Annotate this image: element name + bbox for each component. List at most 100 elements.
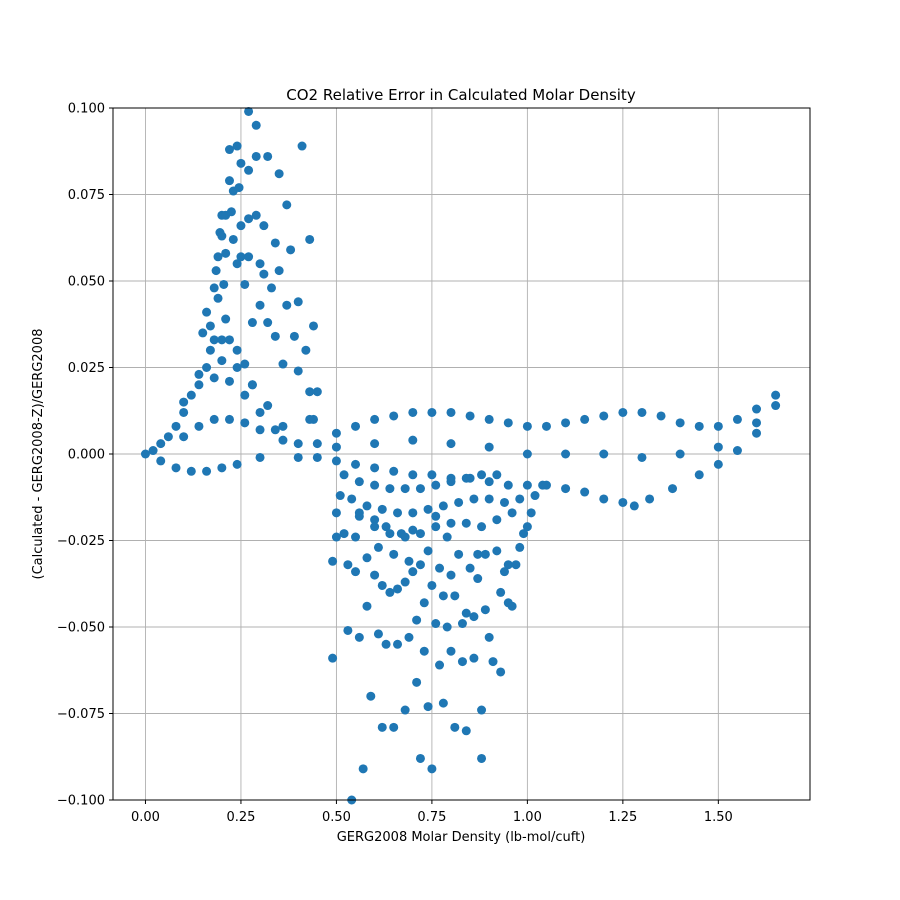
- scatter-point: [408, 470, 418, 480]
- scatter-point: [561, 484, 571, 494]
- scatter-point: [331, 456, 341, 466]
- scatter-point: [354, 511, 364, 521]
- scatter-point: [404, 556, 414, 566]
- scatter-point: [194, 421, 204, 431]
- scatter-point: [412, 677, 422, 687]
- scatter-point: [446, 518, 456, 528]
- scatter-point: [473, 574, 483, 584]
- scatter-point: [240, 418, 250, 428]
- scatter-point: [217, 335, 227, 345]
- scatter-point: [171, 463, 181, 473]
- scatter-point: [496, 587, 506, 597]
- scatter-point: [244, 106, 254, 116]
- scatter-point: [389, 466, 399, 476]
- scatter-point: [400, 532, 410, 542]
- scatter-point: [209, 335, 219, 345]
- scatter-point: [251, 210, 261, 220]
- scatter-point: [442, 532, 452, 542]
- scatter-point: [393, 584, 403, 594]
- x-tick-label: 0.25: [226, 810, 255, 825]
- scatter-point: [263, 318, 273, 328]
- x-tick-label: 1.50: [704, 810, 733, 825]
- scatter-point: [477, 753, 487, 763]
- scatter-point: [385, 529, 395, 539]
- x-tick-label: 0.50: [322, 810, 351, 825]
- scatter-point: [232, 345, 242, 355]
- scatter-point: [473, 549, 483, 559]
- scatter-point: [415, 560, 425, 570]
- scatter-point: [224, 176, 234, 186]
- scatter-point: [366, 691, 376, 701]
- scatter-point: [446, 477, 456, 487]
- scatter-point: [205, 321, 215, 331]
- scatter-point: [370, 439, 380, 449]
- scatter-point: [270, 425, 280, 435]
- scatter-point: [305, 234, 315, 244]
- scatter-point: [465, 563, 475, 573]
- scatter-point: [217, 463, 227, 473]
- y-tick-label: −0.075: [57, 707, 105, 722]
- scatter-point: [499, 567, 509, 577]
- scatter-point: [205, 345, 215, 355]
- scatter-point: [713, 442, 723, 452]
- scatter-point: [408, 435, 418, 445]
- scatter-point: [247, 380, 257, 390]
- scatter-point: [240, 279, 250, 289]
- scatter-point: [373, 629, 383, 639]
- y-tick-label: 0.000: [68, 448, 105, 463]
- scatter-point: [393, 508, 403, 518]
- scatter-point: [694, 470, 704, 480]
- scatter-point: [328, 556, 338, 566]
- scatter-point: [224, 414, 234, 424]
- scatter-point: [236, 221, 246, 231]
- scatter-point: [645, 494, 655, 504]
- scatter-point: [247, 318, 257, 328]
- scatter-point: [389, 549, 399, 559]
- scatter-point: [507, 508, 517, 518]
- scatter-point: [385, 587, 395, 597]
- scatter-point: [331, 508, 341, 518]
- scatter-point: [771, 401, 781, 411]
- scatter-point: [408, 525, 418, 535]
- scatter-point: [530, 491, 540, 501]
- scatter-point: [511, 560, 521, 570]
- scatter-point: [438, 501, 448, 511]
- scatter-point: [179, 407, 189, 417]
- scatter-point: [431, 480, 441, 490]
- scatter-point: [438, 698, 448, 708]
- scatter-point: [415, 484, 425, 494]
- scatter-point: [446, 439, 456, 449]
- scatter-point: [618, 407, 628, 417]
- scatter-point: [312, 439, 322, 449]
- scatter-point: [163, 432, 173, 442]
- scatter-point: [415, 753, 425, 763]
- scatter-point: [457, 657, 467, 667]
- scatter-point: [228, 234, 238, 244]
- scatter-point: [629, 501, 639, 511]
- scatter-point: [297, 141, 307, 151]
- scatter-point: [217, 356, 227, 366]
- scatter-point: [244, 214, 254, 224]
- scatter-point: [503, 480, 513, 490]
- scatter-point: [255, 407, 265, 417]
- scatter-point: [232, 259, 242, 269]
- scatter-point: [232, 363, 242, 372]
- scatter-point: [381, 639, 391, 649]
- y-axis-label: (Calculated - GERG2008-Z)/GERG2008: [31, 329, 46, 580]
- scatter-point: [221, 314, 231, 324]
- chart-title: CO2 Relative Error in Calculated Molar D…: [286, 86, 636, 104]
- scatter-point: [580, 414, 590, 424]
- x-axis: 0.00 0.25 0.50 0.75 1.00 1.25 1.50: [131, 800, 733, 825]
- scatter-point: [423, 504, 433, 514]
- scatter-point: [335, 491, 345, 501]
- scatter-point: [219, 279, 229, 289]
- scatter-point: [171, 421, 181, 431]
- scatter-point: [202, 466, 212, 476]
- scatter-point: [362, 601, 372, 611]
- scatter-point: [427, 764, 437, 774]
- scatter-point: [484, 442, 494, 452]
- scatter-point: [454, 549, 464, 559]
- scatter-point: [435, 660, 445, 670]
- x-axis-label: GERG2008 Molar Density (lb-mol/cuft): [337, 830, 586, 845]
